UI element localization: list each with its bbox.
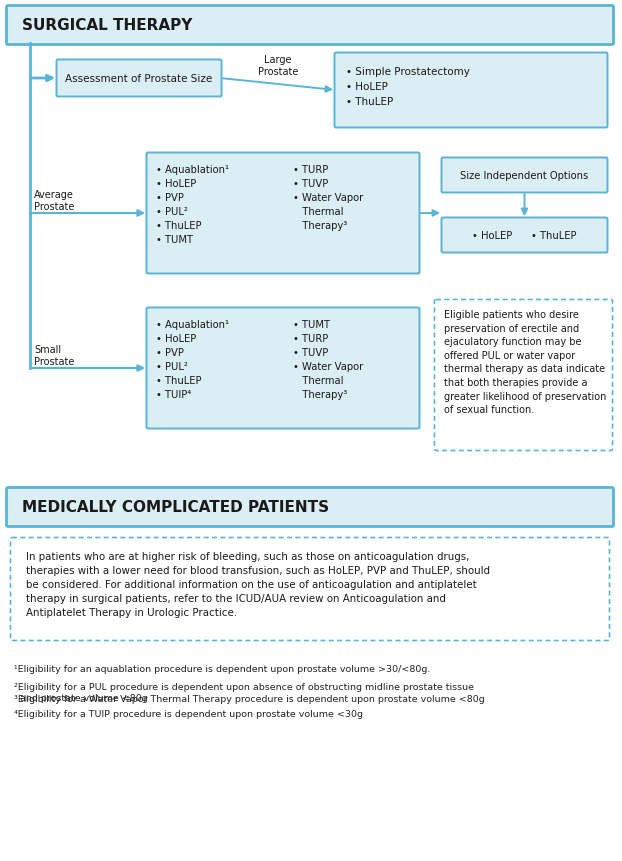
FancyBboxPatch shape xyxy=(6,7,613,46)
Text: Large
Prostate: Large Prostate xyxy=(258,55,298,77)
Text: ¹Eligibility for an aquablation procedure is dependent upon prostate volume >30/: ¹Eligibility for an aquablation procedur… xyxy=(14,664,430,673)
FancyBboxPatch shape xyxy=(442,218,608,253)
Text: Assessment of Prostate Size: Assessment of Prostate Size xyxy=(65,74,213,84)
FancyBboxPatch shape xyxy=(6,488,613,527)
Text: ³Eligibility for a Water Vapor Thermal Therapy procedure is dependent upon prost: ³Eligibility for a Water Vapor Thermal T… xyxy=(14,694,485,703)
Text: Small
Prostate: Small Prostate xyxy=(34,345,75,367)
Text: SURGICAL THERAPY: SURGICAL THERAPY xyxy=(22,18,192,34)
Text: ⁴Eligibility for a TUIP procedure is dependent upon prostate volume <30g: ⁴Eligibility for a TUIP procedure is dep… xyxy=(14,709,363,718)
Text: In patients who are at higher risk of bleeding, such as those on anticoagulation: In patients who are at higher risk of bl… xyxy=(26,551,490,617)
Text: ²Eligibility for a PUL procedure is dependent upon absence of obstructing midlin: ²Eligibility for a PUL procedure is depe… xyxy=(14,682,474,703)
FancyBboxPatch shape xyxy=(57,60,221,97)
Text: • TURP
• TUVP
• Water Vapor
   Thermal
   Therapy³: • TURP • TUVP • Water Vapor Thermal Ther… xyxy=(293,164,363,231)
FancyBboxPatch shape xyxy=(11,538,610,641)
FancyBboxPatch shape xyxy=(435,300,613,451)
FancyBboxPatch shape xyxy=(442,158,608,193)
Text: Size Independent Options: Size Independent Options xyxy=(460,170,588,181)
Text: • TUMT
• TURP
• TUVP
• Water Vapor
   Thermal
   Therapy³: • TUMT • TURP • TUVP • Water Vapor Therm… xyxy=(293,319,363,400)
FancyBboxPatch shape xyxy=(335,53,608,128)
FancyBboxPatch shape xyxy=(147,308,419,429)
Text: Eligible patients who desire
preservation of erectile and
ejaculatory function m: Eligible patients who desire preservatio… xyxy=(444,310,606,415)
Text: • Aquablation¹
• HoLEP
• PVP
• PUL²
• ThuLEP
• TUMT: • Aquablation¹ • HoLEP • PVP • PUL² • Th… xyxy=(156,164,229,245)
Text: Average
Prostate: Average Prostate xyxy=(34,190,75,212)
FancyBboxPatch shape xyxy=(147,153,419,274)
Text: • HoLEP      • ThuLEP: • HoLEP • ThuLEP xyxy=(472,231,577,241)
Text: • Simple Prostatectomy
• HoLEP
• ThuLEP: • Simple Prostatectomy • HoLEP • ThuLEP xyxy=(346,67,470,107)
Text: MEDICALLY COMPLICATED PATIENTS: MEDICALLY COMPLICATED PATIENTS xyxy=(22,500,329,515)
Text: • Aquablation¹
• HoLEP
• PVP
• PUL²
• ThuLEP
• TUIP⁴: • Aquablation¹ • HoLEP • PVP • PUL² • Th… xyxy=(156,319,229,400)
